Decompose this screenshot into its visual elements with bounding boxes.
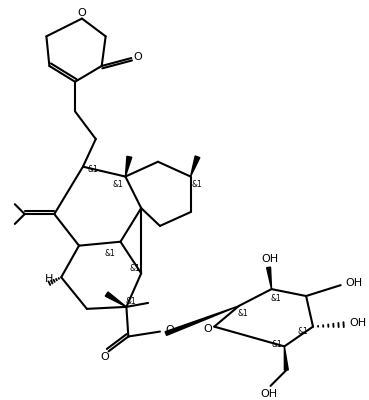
Polygon shape <box>267 267 272 289</box>
Text: OH: OH <box>349 318 367 328</box>
Text: &1: &1 <box>298 327 308 336</box>
Text: &1: &1 <box>130 264 141 273</box>
Text: &1: &1 <box>112 180 123 189</box>
Text: O: O <box>100 352 109 362</box>
Text: O: O <box>134 52 142 62</box>
Text: O: O <box>165 324 174 334</box>
Text: &1: &1 <box>87 165 98 174</box>
Text: &1: &1 <box>105 249 115 258</box>
Text: &1: &1 <box>271 340 282 349</box>
Text: &1: &1 <box>126 298 137 306</box>
Text: &1: &1 <box>270 294 281 304</box>
Text: OH: OH <box>261 254 278 264</box>
Text: OH: OH <box>346 278 363 288</box>
Polygon shape <box>165 306 239 335</box>
Text: &1: &1 <box>238 309 248 318</box>
Polygon shape <box>105 292 127 307</box>
Text: O: O <box>77 8 86 18</box>
Polygon shape <box>190 156 200 176</box>
Text: H: H <box>45 274 53 284</box>
Text: &1: &1 <box>191 180 202 189</box>
Text: OH: OH <box>260 389 277 399</box>
Text: O: O <box>203 324 212 334</box>
Polygon shape <box>125 156 132 176</box>
Polygon shape <box>284 346 288 370</box>
